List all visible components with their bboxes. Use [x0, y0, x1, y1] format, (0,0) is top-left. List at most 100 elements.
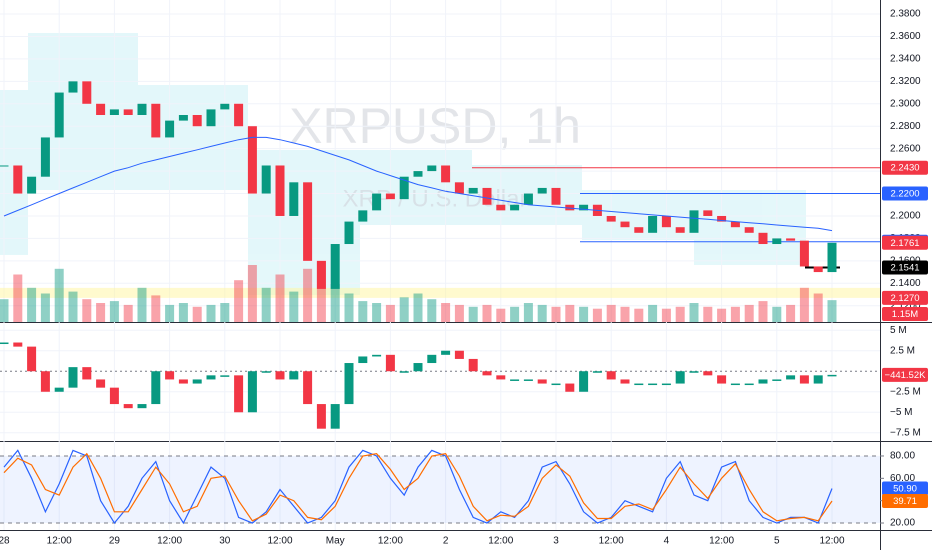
- indicator-candle: [758, 379, 768, 384]
- volume-bar: [551, 306, 561, 322]
- indicator-candle: [565, 383, 575, 392]
- candle: [385, 193, 395, 200]
- candle: [234, 103, 244, 127]
- candle: [303, 182, 313, 261]
- indicator-candle: [454, 350, 464, 359]
- candle: [427, 165, 437, 172]
- axis-label-box: [882, 235, 928, 250]
- indicator-candle: [468, 358, 478, 372]
- indicator-candle: [68, 367, 78, 388]
- volume-bar: [799, 287, 809, 322]
- y-tick-label: 80.00: [890, 451, 915, 462]
- volume-bar: [165, 304, 175, 322]
- indicator-candle: [372, 354, 382, 357]
- candle: [13, 165, 23, 194]
- indicator-candle: [344, 363, 354, 405]
- indicator-candle: [123, 404, 133, 409]
- candle: [344, 221, 354, 245]
- y-tick-label: 5 M: [890, 325, 907, 336]
- volume-bar: [109, 301, 119, 322]
- indicator-candle: [151, 371, 161, 405]
- candle: [661, 215, 671, 228]
- indicator-candle: [579, 371, 589, 392]
- indicator-candle: [496, 375, 506, 380]
- volume-bar: [689, 303, 699, 322]
- indicator-candle: [634, 383, 644, 386]
- x-tick-label: May: [326, 536, 345, 547]
- volume-bar: [620, 306, 630, 322]
- candle: [40, 137, 50, 177]
- indicator-candle: [717, 375, 727, 384]
- level-band: [0, 287, 880, 298]
- indicator-candle: [192, 379, 202, 384]
- indicator-candle: [165, 371, 175, 380]
- x-tick-label: 30: [219, 536, 231, 547]
- x-tick-label: 5: [774, 536, 780, 547]
- axis-label: 50.90: [893, 484, 917, 495]
- volume-bar: [496, 308, 506, 322]
- candle: [137, 103, 147, 115]
- volume-bar: [523, 303, 533, 322]
- axis-label: 2.1270: [890, 293, 919, 304]
- volume-bar: [234, 280, 244, 322]
- candle: [496, 204, 506, 211]
- indicator-candle: [592, 371, 602, 373]
- indicator-candle: [234, 375, 244, 413]
- indicator-candle: [427, 354, 437, 364]
- volume-bar: [537, 304, 547, 322]
- x-tick-label: 12:00: [819, 536, 844, 547]
- indicator-candle: [247, 371, 257, 413]
- candle: [689, 210, 699, 233]
- indicator-candle: [27, 346, 37, 372]
- volume-bar: [786, 304, 796, 322]
- indicator-candle: [137, 404, 147, 409]
- volume-bar: [648, 304, 658, 322]
- indicator-candle: [0, 342, 9, 345]
- volume-bar: [579, 306, 589, 322]
- indicator-candle: [82, 367, 92, 380]
- candle: [744, 227, 754, 233]
- volume-bar: [192, 306, 202, 322]
- candle: [827, 242, 837, 273]
- volume-bar: [96, 303, 106, 322]
- candle: [165, 120, 175, 138]
- volume-bar: [0, 299, 9, 322]
- volume-bar: [758, 301, 768, 322]
- candle: [675, 227, 685, 233]
- volume-bar: [82, 299, 92, 322]
- volume-bar: [606, 304, 616, 322]
- y-tick-label: 2.5 M: [890, 345, 915, 356]
- indicator-candle: [289, 371, 299, 380]
- axis-label-box: [882, 307, 928, 321]
- axis-label: 2.1541: [890, 262, 919, 273]
- volume-bar: [330, 284, 340, 322]
- candle: [316, 260, 326, 289]
- volume-bar: [27, 287, 37, 322]
- indicator-candle: [206, 375, 216, 380]
- indicator-candle: [648, 383, 658, 386]
- axis-label-box: [882, 367, 928, 382]
- indicator-candle: [303, 371, 313, 405]
- candle: [372, 193, 382, 211]
- x-tick-label: 12:00: [488, 536, 513, 547]
- indicator-candle: [40, 371, 50, 392]
- x-tick-label: 4: [664, 536, 670, 547]
- candle: [289, 182, 299, 216]
- indicator-candle: [786, 375, 796, 380]
- indicator-candle: [358, 356, 368, 364]
- axis-label: 39.71: [893, 496, 917, 507]
- y-tick-label: 2.2600: [890, 143, 921, 154]
- indicator-candle: [730, 383, 740, 386]
- volume-profiles: [0, 33, 806, 295]
- indicator-candle: [261, 371, 271, 373]
- y-tick-label: 2.3400: [890, 54, 921, 65]
- indicator-candle: [54, 387, 64, 392]
- axis-label: −441.52K: [885, 370, 927, 381]
- candle: [620, 221, 630, 228]
- stoch-line: [3, 452, 833, 522]
- volume-bar: [261, 287, 271, 322]
- candle: [813, 266, 823, 273]
- candle: [123, 109, 133, 115]
- profile-box: [360, 150, 472, 225]
